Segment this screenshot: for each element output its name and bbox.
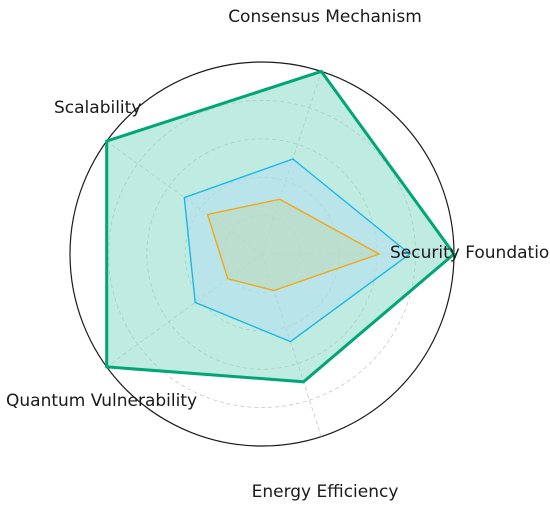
axis-label-scalability: Scalability (54, 98, 141, 118)
axis-label-consensus-mechanism: Consensus Mechanism (228, 7, 422, 27)
radar-series (105, 69, 457, 384)
series-1-line (183, 158, 411, 343)
axis-label-security-foundation: Security Foundation (390, 243, 550, 263)
axis-label-quantum-vulnerability: Quantum Vulnerability (6, 391, 197, 411)
series-0-line (105, 69, 457, 384)
axis-labels: Security Foundation Consensus Mechanism … (6, 7, 550, 502)
axis-label-energy-efficiency: Energy Efficiency (252, 482, 399, 502)
series-2-area (207, 199, 380, 291)
series-2-line (206, 198, 381, 292)
